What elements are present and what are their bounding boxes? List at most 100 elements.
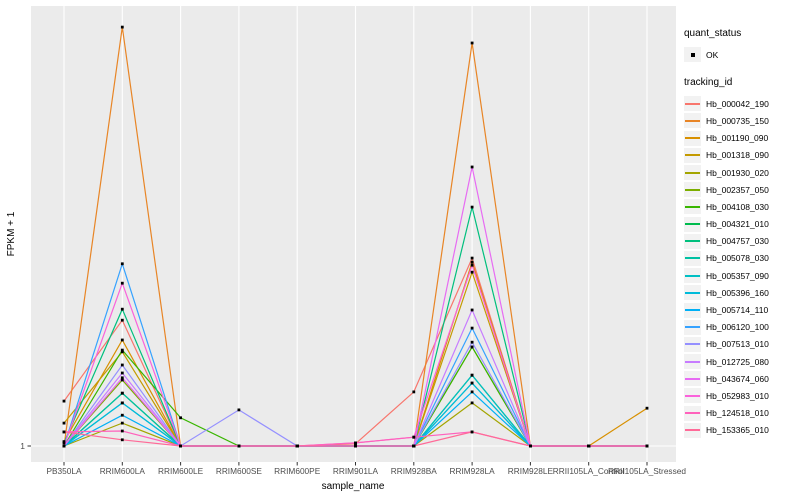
legend-tracking-id-title: tracking_id [684,77,733,89]
data-point [529,444,532,448]
legend-item: OK [684,46,796,63]
data-point [120,371,124,375]
data-point [470,373,474,377]
legend-key [684,388,701,404]
legend-item-label: Hb_001930_020 [706,167,769,178]
data-point [120,338,124,342]
legend-key-line-icon [685,171,700,174]
data-point [470,340,474,344]
legend-key-line-icon [685,394,700,397]
data-point [412,435,416,439]
legend-item: Hb_000042_190 [684,95,796,112]
data-point [120,438,124,442]
data-point [62,444,66,448]
legend-item-label: Hb_005078_030 [706,253,769,264]
x-tick-label: RRIM600PE [274,466,321,476]
legend-key-line-icon [685,274,700,277]
data-point [645,406,649,410]
data-point [120,413,124,417]
data-points [62,25,649,448]
data-point [470,270,474,274]
data-point [120,281,124,285]
data-point [120,376,124,380]
data-point [62,441,66,445]
legend-key [684,216,701,232]
legend-key-line-icon [685,188,700,191]
legend-item-label: Hb_153365_010 [706,425,769,436]
legend-item: Hb_012725_080 [684,353,796,370]
x-tick-label: RRIM928LE [508,466,554,476]
legend-key [684,47,701,63]
legend-item: Hb_001190_090 [684,130,796,147]
legend-key [684,302,701,318]
data-point [470,345,474,349]
data-point [470,260,474,264]
data-point [120,429,124,433]
data-point [120,378,124,382]
data-point [120,307,124,311]
y-tick-label: 1 [20,441,25,451]
data-point [179,416,182,420]
legend-item-label: OK [706,49,719,60]
data-point [120,421,124,425]
legend-item: Hb_004757_030 [684,233,796,250]
x-tick-label: RRII105LA_Control [553,466,625,476]
legend-key-line-icon [685,291,700,294]
data-point [62,430,66,434]
x-tick-label: RRIM928BA [391,466,438,476]
legend-item-label: Hb_012725_080 [706,356,769,367]
data-point [470,256,474,260]
legend-key-line-icon [685,309,700,312]
legend-key [684,233,701,249]
legend-key [684,336,701,352]
legend-item: Hb_006120_100 [684,319,796,336]
data-point [120,363,124,367]
legend-item-label: Hb_005357_090 [706,270,769,281]
x-tick-label: RRIM600LE [158,466,204,476]
data-point [237,444,241,448]
legend-item-label: Hb_124518_010 [706,408,769,419]
legend-key-line-icon [685,412,700,415]
legend-key-line-icon [685,429,700,432]
legend: quant_status OK tracking_id Hb_000042_19… [684,28,796,453]
legend-item: Hb_001318_090 [684,147,796,164]
legend-key-line-icon [685,205,700,208]
data-point [179,444,182,448]
legend-item-label: Hb_004321_010 [706,219,769,230]
gridlines [31,6,676,462]
legend-item-label: Hb_000735_150 [706,115,769,126]
data-point [120,401,124,405]
legend-item-label: Hb_052983_010 [706,390,769,401]
legend-item: Hb_000735_150 [684,112,796,129]
data-point [120,318,124,322]
data-point [354,441,357,445]
legend-key [684,165,701,181]
x-tick-label: RRII105LA_Stressed [608,466,686,476]
x-tick-label: RRIM928LA [449,466,495,476]
data-point [470,308,474,312]
data-point [470,263,474,267]
legend-key-line-icon [685,102,700,105]
legend-key [684,405,701,421]
legend-item-label: Hb_043674_060 [706,373,769,384]
legend-tracking-id: tracking_id Hb_000042_190 Hb_000735_150 Hb… [684,77,796,439]
data-point [645,444,649,448]
data-point [120,262,124,266]
x-tick-label: PB350LA [46,466,82,476]
legend-item: Hb_002357_050 [684,181,796,198]
legend-key [684,130,701,146]
panel-background [31,6,676,462]
legend-item: Hb_007513_010 [684,336,796,353]
legend-key-point-icon [690,52,695,57]
data-point [120,348,124,352]
x-tick-label: RRIM600LA [100,466,146,476]
data-point [62,399,66,403]
data-point [470,430,474,434]
legend-quant-status-title: quant_status [684,28,742,39]
legend-item: Hb_001930_020 [684,164,796,181]
data-point [470,390,474,394]
legend-item: Hb_052983_010 [684,387,796,404]
legend-key [684,182,701,198]
legend-item-label: Hb_004108_030 [706,201,769,212]
